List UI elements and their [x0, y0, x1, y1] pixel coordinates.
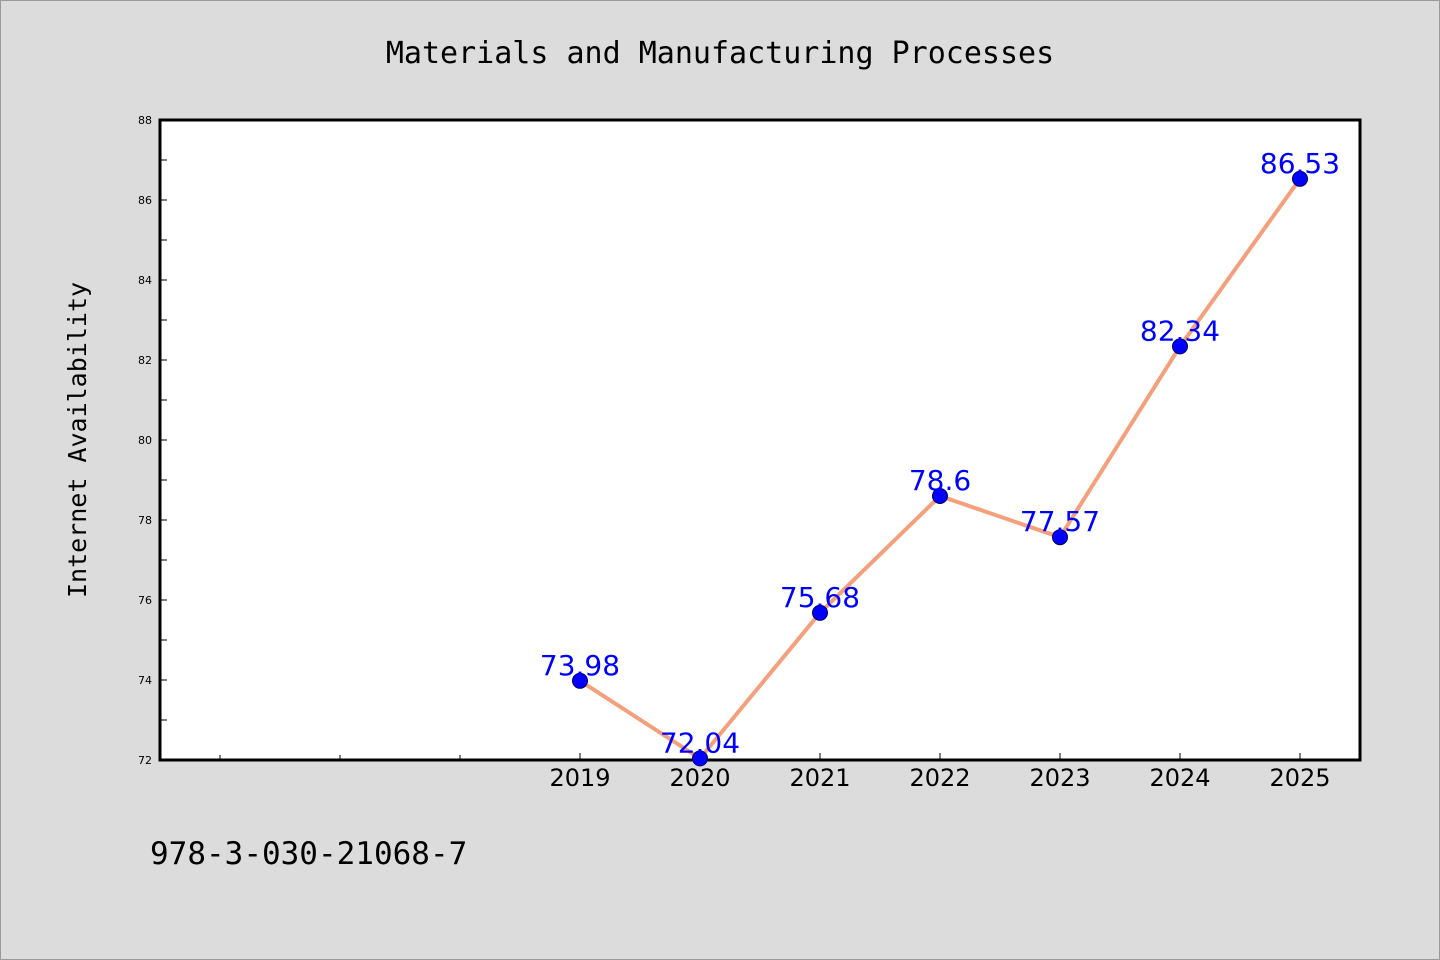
y-tick-label: 88 — [138, 114, 152, 127]
plot-area — [158, 118, 1362, 762]
y-tick-label: 72 — [138, 754, 152, 767]
data-label: 82.34 — [1140, 314, 1220, 347]
y-tick-label: 84 — [138, 274, 152, 287]
y-tick-label: 82 — [138, 354, 152, 367]
y-tick-label: 76 — [138, 594, 152, 607]
data-label: 86.53 — [1260, 147, 1340, 180]
data-point-marker — [1172, 338, 1188, 355]
y-tick-label: 80 — [138, 434, 152, 447]
data-label: 78.6 — [909, 464, 971, 497]
y-tick-label: 78 — [138, 514, 152, 527]
data-point-marker — [932, 488, 948, 504]
x-tick-label: 2023 — [1029, 764, 1090, 792]
series-layer: 73.98 72.04 75.68 78.6 77.57 82.34 86.53 — [540, 147, 1340, 767]
data-point-marker — [812, 604, 828, 621]
y-tick-label: 74 — [138, 674, 152, 687]
x-tick-label: 2021 — [789, 764, 850, 792]
isbn-text: 978-3-030-21068-7 — [150, 836, 467, 872]
x-tick-label: 2020 — [669, 764, 730, 792]
y-axis-ticks: 72 74 76 78 80 82 84 86 88 — [138, 114, 167, 767]
data-point-marker — [572, 672, 588, 689]
x-axis-ticks: 2019 2020 2021 2022 2023 2024 2025 — [219, 753, 1331, 792]
data-label: 75.68 — [780, 581, 860, 614]
data-label: 72.04 — [660, 726, 740, 759]
data-point-marker — [1292, 170, 1308, 187]
data-label: 73.98 — [540, 649, 620, 682]
data-point-marker — [692, 750, 708, 767]
chart-title: Materials and Manufacturing Processes — [386, 36, 1054, 71]
y-tick-label: 86 — [138, 194, 152, 207]
y-axis-label: Internet Availability — [63, 282, 92, 598]
x-tick-label: 2019 — [549, 764, 610, 792]
x-tick-label: 2025 — [1269, 764, 1330, 792]
data-point-marker — [1052, 529, 1068, 546]
x-tick-label: 2022 — [909, 764, 970, 792]
x-tick-label: 2024 — [1149, 764, 1210, 792]
data-label: 77.57 — [1020, 505, 1100, 538]
